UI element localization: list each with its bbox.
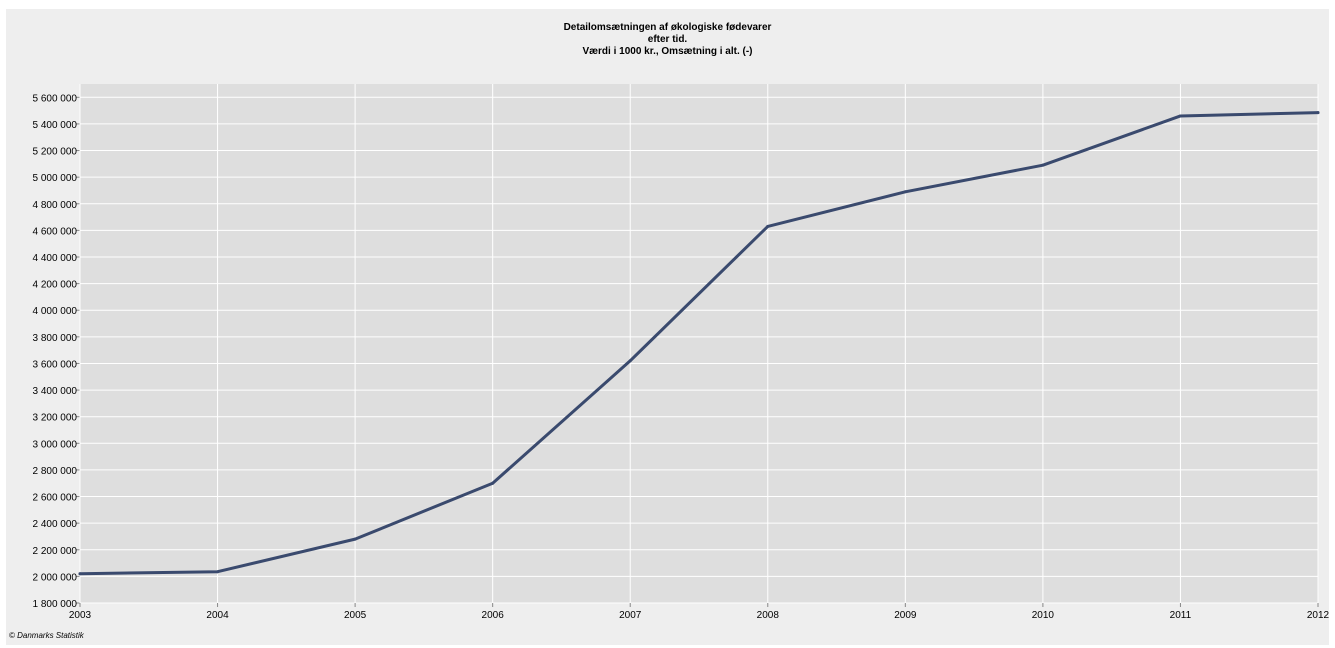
data-point [1041, 163, 1045, 167]
x-tick-label: 2008 [757, 610, 780, 621]
x-tick-label: 2010 [1032, 610, 1055, 621]
chart-subtitle-units: Værdi i 1000 kr., Omsætning i alt. (-) [582, 46, 753, 57]
y-tick-label: 2 600 000 [33, 493, 78, 504]
x-tick-label: 2005 [344, 610, 367, 621]
y-tick-label: 3 200 000 [33, 413, 78, 424]
series-line [78, 111, 1320, 576]
data-point [216, 570, 220, 574]
plot-area [80, 84, 1318, 603]
y-tick-label: 3 400 000 [33, 386, 78, 397]
y-tick-label: 4 000 000 [33, 306, 78, 317]
y-tick-label: 2 400 000 [33, 519, 78, 530]
x-tick-label: 2009 [894, 610, 917, 621]
y-tick-label: 5 400 000 [33, 120, 78, 131]
chart-title: Detailomsætningen af økologiske fødevare… [563, 22, 772, 33]
data-point [903, 190, 907, 194]
x-tick-label: 2004 [206, 610, 229, 621]
data-point [1178, 114, 1182, 118]
y-tick-label: 3 600 000 [33, 359, 78, 370]
chart-subtitle: efter tid. [647, 34, 688, 45]
data-point [491, 481, 495, 485]
y-tick-label: 5 600 000 [33, 93, 78, 104]
y-tick-label: 2 200 000 [33, 546, 78, 557]
y-tick-label: 2 000 000 [33, 572, 78, 583]
x-tick-label: 2003 [69, 610, 92, 621]
y-tick-label: 2 800 000 [33, 466, 78, 477]
x-tick-label: 2007 [619, 610, 642, 621]
x-tick-label: 2011 [1170, 610, 1192, 621]
y-tick-label: 1 800 000 [33, 599, 78, 610]
data-point [628, 359, 632, 363]
y-tick-label: 3 800 000 [33, 333, 78, 344]
y-tick-label: 4 200 000 [33, 280, 78, 291]
y-tick-label: 5 200 000 [33, 147, 78, 158]
data-point [766, 224, 770, 228]
y-tick-label: 4 400 000 [33, 253, 78, 264]
x-tick-label: 2012 [1307, 610, 1330, 621]
y-tick-label: 4 600 000 [33, 226, 78, 237]
data-point [353, 537, 357, 541]
copyright-credit: © Danmarks Statistik [9, 631, 84, 640]
data-point [1316, 111, 1320, 115]
data-point [78, 572, 82, 576]
y-tick-label: 5 000 000 [33, 173, 78, 184]
x-tick-label: 2006 [482, 610, 505, 621]
y-tick-label: 4 800 000 [33, 200, 78, 211]
chart-title-block: Detailomsætningen af økologiske fødevare… [0, 22, 1335, 58]
y-tick-label: 3 000 000 [33, 439, 78, 450]
